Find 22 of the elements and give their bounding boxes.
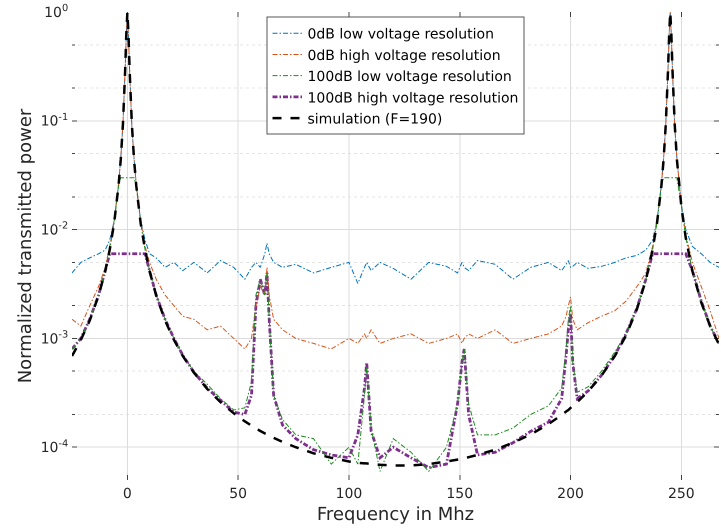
legend-label: 100dB low voltage resolution xyxy=(308,69,512,86)
y-axis-title: Normalized transmitted power xyxy=(14,108,36,384)
legend-label: 0dB high voltage resolution xyxy=(308,48,501,64)
x-tick-label: 250 xyxy=(668,486,695,502)
y-tick-label: 10$^{-2}$ xyxy=(40,220,68,239)
y-tick-label: 10$^{0}$ xyxy=(44,3,68,21)
line-series xyxy=(72,12,719,350)
x-tick-label: 0 xyxy=(122,486,132,502)
y-tick-label: 10$^{-1}$ xyxy=(40,112,68,130)
y-tick-label: 10$^{-3}$ xyxy=(40,329,68,348)
x-tick-label: 200 xyxy=(557,486,584,502)
x-axis-title: Frequency in Mhz xyxy=(316,504,474,525)
legend-label: simulation (F=190) xyxy=(308,112,442,128)
x-tick-label: 100 xyxy=(336,486,362,502)
line-series xyxy=(72,12,719,467)
line-series xyxy=(72,12,719,284)
y-tick-label: 10$^{-4}$ xyxy=(40,438,68,456)
line-series xyxy=(72,252,719,469)
legend-label: 0dB low voltage resolution xyxy=(308,26,494,43)
x-tick-label: 150 xyxy=(446,486,474,502)
x-tick-label: 50 xyxy=(229,486,248,502)
legend-label: 100dB high voltage resolution xyxy=(308,90,518,106)
